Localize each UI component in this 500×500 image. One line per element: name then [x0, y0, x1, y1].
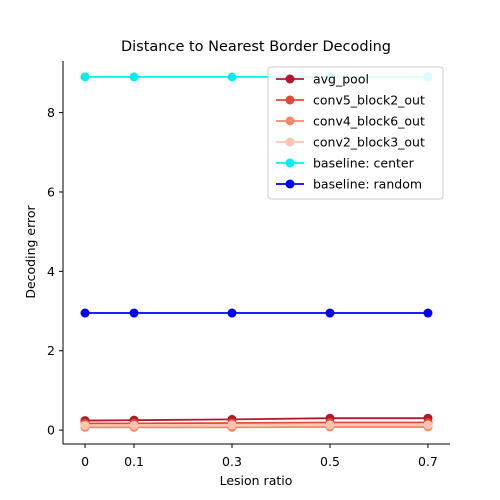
data-point [129, 420, 139, 430]
legend-box [267, 66, 444, 200]
y-tick-label: 2 [47, 343, 55, 358]
chart-title: Distance to Nearest Border Decoding [121, 39, 391, 55]
legend-swatch-marker [285, 74, 295, 84]
data-point [129, 72, 139, 82]
x-tick-label: 0.7 [418, 454, 438, 469]
data-point [423, 420, 433, 430]
x-tick-label: 0.5 [320, 454, 340, 469]
series-conv2-block3-out [80, 420, 433, 430]
data-point [227, 72, 237, 82]
data-point [80, 420, 90, 430]
y-tick-label: 0 [47, 423, 55, 438]
series-baseline-random [80, 308, 433, 318]
legend-swatch-marker [285, 116, 295, 126]
legend-entry-label: conv2_block3_out [313, 135, 425, 150]
data-point [129, 308, 139, 318]
legend-swatch-marker [285, 95, 295, 105]
x-tick-label: 0.3 [222, 454, 242, 469]
legend-entry-label: conv4_block6_out [313, 114, 425, 129]
x-tick-label: 0 [81, 454, 89, 469]
y-tick-label: 8 [47, 105, 55, 120]
y-axis-label: Decoding error [23, 204, 38, 298]
ticks-layer: 0 0.1 0.3 0.5 0.7 0 2 4 6 8 [47, 105, 438, 469]
legend-entry-label: avg_pool [313, 72, 369, 87]
axes-layer [62, 61, 450, 445]
series-layer [80, 72, 433, 432]
data-point [325, 420, 335, 430]
data-point [227, 420, 237, 430]
data-point [80, 72, 90, 82]
y-tick-label: 4 [47, 264, 55, 279]
data-point [80, 308, 90, 318]
data-point [423, 308, 433, 318]
legend-swatch-marker [285, 137, 295, 147]
legend-entry-label: baseline: center [313, 156, 415, 171]
x-axis-label: Lesion ratio [220, 473, 293, 488]
data-point [325, 308, 335, 318]
legend-entry-label: conv5_block2_out [313, 93, 425, 108]
legend-entry-label: baseline: random [313, 177, 422, 192]
x-tick-label: 0.1 [124, 454, 144, 469]
y-tick-label: 6 [47, 184, 55, 199]
data-point [227, 308, 237, 318]
legend-swatch-marker [285, 179, 295, 189]
legend: avg_pool conv5_block2_out conv4_block6_out… [267, 66, 444, 200]
legend-swatch-marker [285, 158, 295, 168]
